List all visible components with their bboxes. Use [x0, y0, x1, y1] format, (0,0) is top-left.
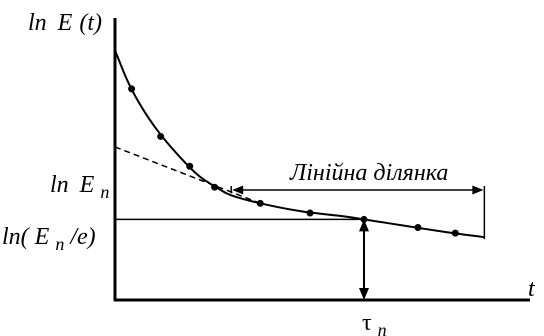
x-tick-label-tau-n: τ n: [362, 310, 387, 336]
data-points: [128, 85, 459, 237]
x-axis-label: t: [528, 276, 536, 302]
asymptote-line: [114, 146, 261, 205]
data-point: [306, 209, 314, 217]
y-tick-label-lnEn-e: ln( E n /e): [2, 224, 96, 256]
data-point: [186, 162, 194, 170]
tau-double-arrow: [359, 219, 369, 300]
data-point: [128, 85, 136, 93]
linear-segment-bracket: [230, 185, 486, 240]
decay-curve: [114, 49, 485, 239]
data-point: [256, 199, 264, 207]
data-point: [414, 223, 422, 231]
linear-segment-label: Лінійна ділянка: [289, 160, 448, 186]
y-tick-label-lnEn: ln E n: [50, 172, 109, 202]
data-point: [157, 132, 165, 140]
y-axis-label: ln E (t): [28, 10, 102, 36]
axes: [113, 18, 530, 302]
data-point: [451, 229, 459, 237]
data-point: [211, 183, 219, 191]
